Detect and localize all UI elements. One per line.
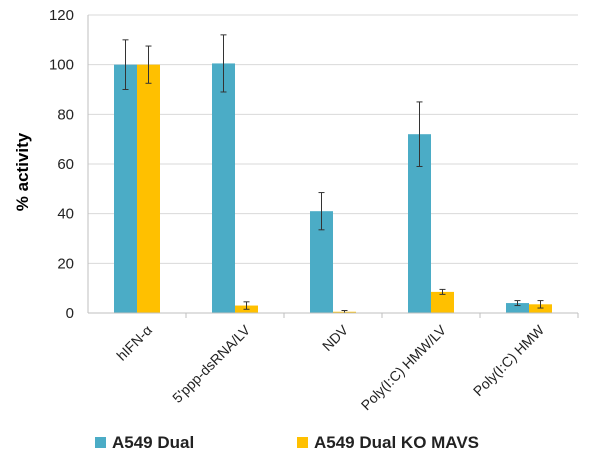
y-tick-label: 0	[66, 305, 74, 322]
bar	[506, 303, 529, 313]
y-tick-labels: 0 20 40 60 80 100 120	[49, 7, 74, 322]
bar	[529, 304, 552, 313]
legend-swatch	[95, 437, 106, 448]
y-tick-label: 60	[57, 156, 74, 173]
x-category-label: hIFN-α	[113, 322, 155, 364]
legend-swatch	[297, 437, 308, 448]
y-tick-label: 20	[57, 255, 74, 272]
error-bars	[122, 34, 544, 314]
y-axis-title: % activity	[13, 132, 32, 211]
x-category-label: Poly(I:C) HMW/LV	[358, 321, 450, 413]
y-tick-label: 120	[49, 7, 74, 24]
bar	[212, 63, 235, 313]
gridlines	[88, 14, 578, 264]
bar	[310, 211, 333, 313]
x-category-labels: hIFN-α 5'ppp-dsRNA/LV NDV Poly(I:C) HMW/LV P…	[113, 321, 547, 413]
bar	[137, 64, 160, 314]
y-tick-label: 80	[57, 106, 74, 123]
legend-label: A549 Dual	[112, 433, 194, 452]
bar	[114, 64, 137, 314]
legend: A549 Dual A549 Dual KO MAVS	[95, 433, 479, 452]
axes	[87, 15, 579, 318]
x-category-label: Poly(I:C) HMW	[470, 321, 548, 399]
x-category-label: NDV	[319, 321, 352, 354]
y-tick-label: 40	[57, 206, 74, 223]
bar	[431, 291, 454, 313]
bar	[408, 134, 431, 313]
bars	[114, 63, 552, 314]
x-category-label: 5'ppp-dsRNA/LV	[169, 321, 253, 405]
y-tick-label: 100	[49, 57, 74, 74]
legend-label: A549 Dual KO MAVS	[314, 433, 479, 452]
